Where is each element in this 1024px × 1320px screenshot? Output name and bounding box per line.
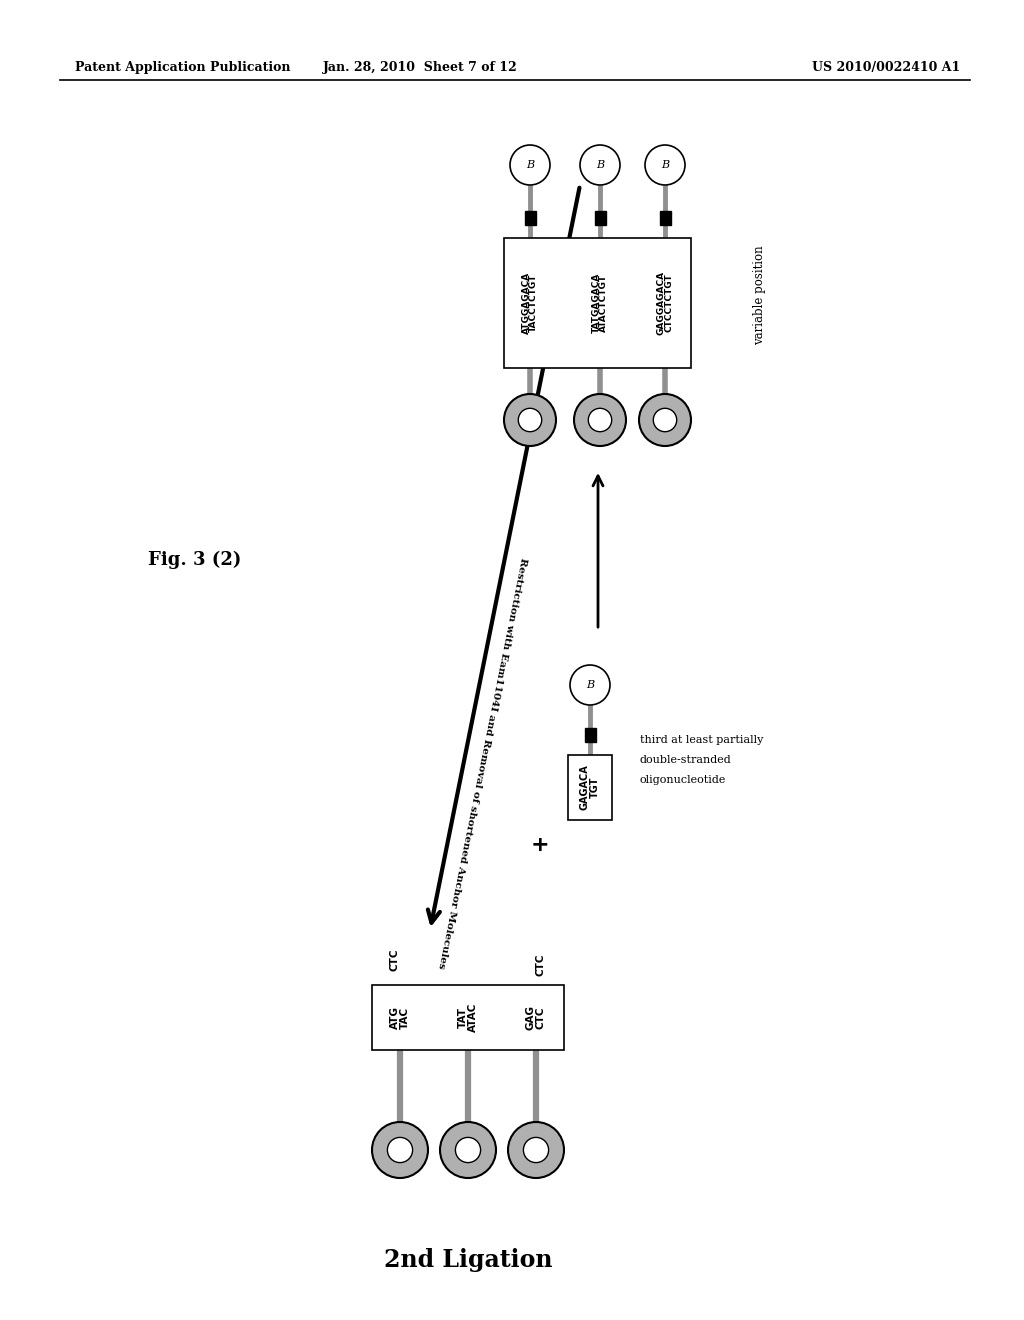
Bar xyxy=(524,211,536,224)
Circle shape xyxy=(440,1122,496,1177)
Text: TAC: TAC xyxy=(400,1006,410,1028)
Bar xyxy=(372,985,564,1049)
Text: ATACTCTGT: ATACTCTGT xyxy=(599,275,608,333)
Text: ATGGAGACA: ATGGAGACA xyxy=(522,272,531,334)
Text: third at least partially: third at least partially xyxy=(640,735,763,744)
Text: 2nd Ligation: 2nd Ligation xyxy=(384,1247,552,1272)
Text: ATAC: ATAC xyxy=(468,1003,478,1032)
Text: TATGAGACA: TATGAGACA xyxy=(592,273,601,333)
Circle shape xyxy=(387,1138,413,1163)
Text: oligonucleotide: oligonucleotide xyxy=(640,775,726,785)
Text: Jan. 28, 2010  Sheet 7 of 12: Jan. 28, 2010 Sheet 7 of 12 xyxy=(323,62,517,74)
Circle shape xyxy=(523,1138,549,1163)
Bar xyxy=(568,755,612,820)
Bar xyxy=(585,729,596,742)
Circle shape xyxy=(456,1138,480,1163)
Text: double-stranded: double-stranded xyxy=(640,755,732,766)
Text: Restriction with Eam1104I and Removal of shortened Anchor Molecules: Restriction with Eam1104I and Removal of… xyxy=(436,557,527,969)
Circle shape xyxy=(589,408,611,432)
Circle shape xyxy=(653,408,677,432)
Text: GAGACA: GAGACA xyxy=(580,764,590,810)
Text: +: + xyxy=(530,836,549,855)
Text: B: B xyxy=(586,680,594,690)
Circle shape xyxy=(574,393,626,446)
Circle shape xyxy=(639,393,691,446)
Text: GAG: GAG xyxy=(526,1005,536,1030)
Text: B: B xyxy=(526,160,535,170)
Circle shape xyxy=(518,408,542,432)
Text: ATG: ATG xyxy=(390,1006,400,1030)
Text: CTCCTCTGT: CTCCTCTGT xyxy=(664,273,673,333)
Circle shape xyxy=(510,145,550,185)
Text: CTC: CTC xyxy=(390,949,400,972)
Text: CTC: CTC xyxy=(536,1006,546,1028)
Circle shape xyxy=(570,665,610,705)
Text: TGT: TGT xyxy=(590,776,600,799)
Text: Fig. 3 (2): Fig. 3 (2) xyxy=(148,550,242,569)
Circle shape xyxy=(508,1122,564,1177)
Text: TAT: TAT xyxy=(458,1007,468,1028)
Circle shape xyxy=(372,1122,428,1177)
Text: CTC: CTC xyxy=(536,954,546,977)
Text: GAGGAGACA: GAGGAGACA xyxy=(657,271,666,335)
Text: Patent Application Publication: Patent Application Publication xyxy=(75,62,291,74)
Circle shape xyxy=(580,145,620,185)
Text: B: B xyxy=(596,160,604,170)
Text: B: B xyxy=(660,160,669,170)
Circle shape xyxy=(645,145,685,185)
Text: variable position: variable position xyxy=(754,246,767,345)
Circle shape xyxy=(504,393,556,446)
Bar xyxy=(595,211,605,224)
Text: US 2010/0022410 A1: US 2010/0022410 A1 xyxy=(812,62,961,74)
Text: TACCTCTGT: TACCTCTGT xyxy=(529,273,538,333)
Bar xyxy=(504,238,691,368)
Bar xyxy=(659,211,671,224)
